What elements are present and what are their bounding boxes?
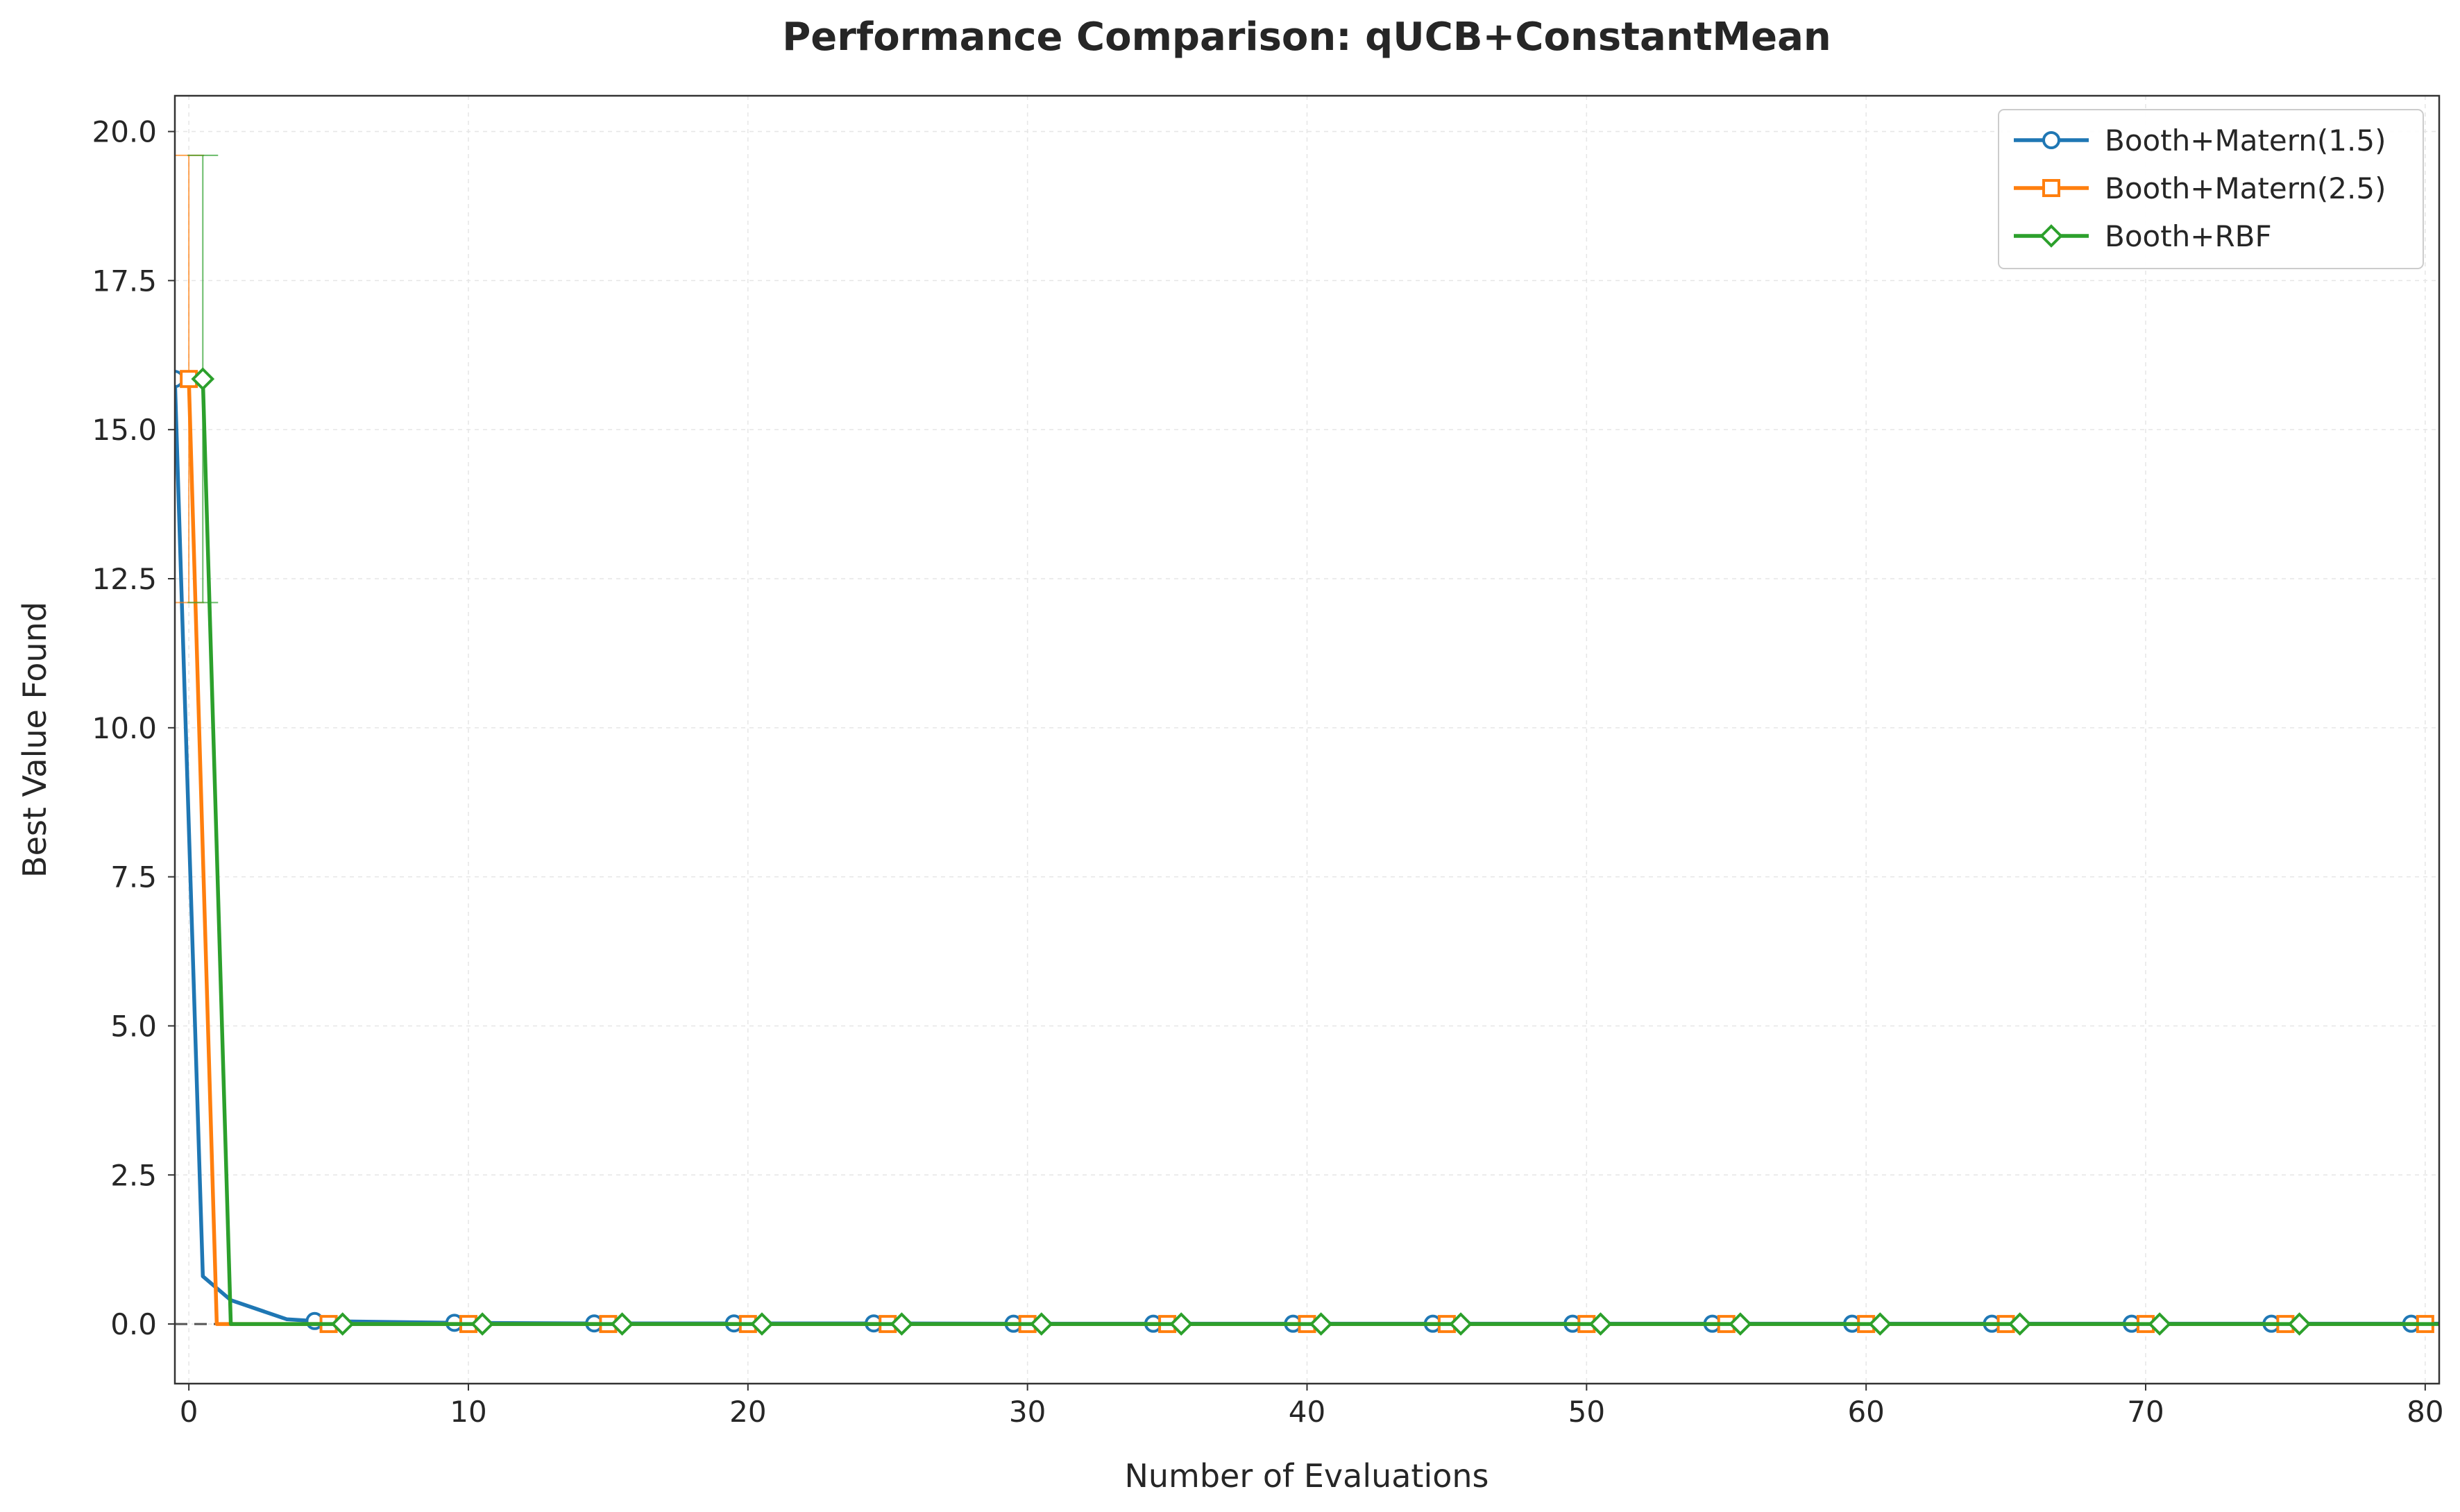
x-axis-label: Number of Evaluations [1124, 1457, 1488, 1495]
data-point-diamond [1588, 1312, 1613, 1336]
data-point-diamond [750, 1312, 774, 1336]
x-tick-label: 0 [180, 1395, 198, 1429]
data-point-diamond [2008, 1312, 2032, 1336]
y-tick-label: 10.0 [92, 711, 157, 745]
data-point-diamond [610, 1312, 634, 1336]
y-tick-label: 0.0 [110, 1307, 157, 1341]
data-point-diamond [470, 1312, 494, 1336]
y-tick-label: 17.5 [92, 264, 157, 298]
legend-marker-diamond [2039, 224, 2063, 248]
y-tick-label: 2.5 [110, 1158, 157, 1192]
legend-marker-square [2042, 179, 2060, 197]
legend-label: Booth+Matern(1.5) [2105, 124, 2386, 158]
legend-item-booth-matern-1-5: Booth+Matern(1.5) [2014, 124, 2386, 158]
x-tick-label: 30 [1009, 1395, 1046, 1429]
legend-box [1998, 109, 2424, 269]
data-point-diamond [330, 1312, 355, 1336]
x-tick-label: 70 [2127, 1395, 2164, 1429]
y-tick-label: 7.5 [110, 860, 157, 894]
data-point-diamond [1309, 1312, 1333, 1336]
data-point-diamond [2148, 1312, 2171, 1336]
y-axis-label: Best Value Found [16, 602, 53, 878]
data-point-diamond [2287, 1312, 2311, 1336]
legend-item-booth-rbf: Booth+RBF [2014, 219, 2272, 253]
y-tick-label: 15.0 [92, 413, 157, 447]
series-booth-rbf [187, 154, 2439, 1336]
data-point-diamond [191, 367, 215, 391]
data-point-diamond [1169, 1312, 1194, 1336]
chart-title: Performance Comparison: qUCB+ConstantMea… [782, 15, 1831, 60]
legend: Booth+Matern(1.5) Booth+Matern(2.5) Booth+… [1998, 109, 2424, 269]
data-point-diamond [1729, 1312, 1752, 1336]
data-point-diamond [1868, 1312, 1892, 1336]
legend-item-booth-matern-2-5: Booth+Matern(2.5) [2014, 171, 2386, 205]
x-tick-label: 60 [1847, 1395, 1884, 1429]
y-tick-label: 5.0 [110, 1009, 157, 1043]
y-tick-label: 20.0 [92, 115, 157, 149]
legend-label: Booth+Matern(2.5) [2105, 171, 2386, 205]
data-point-diamond [1449, 1312, 1473, 1336]
legend-marker-circle [2042, 131, 2060, 149]
x-tick-label: 10 [450, 1395, 486, 1429]
x-axis-ticks: 0 10 20 30 40 50 60 70 80 [180, 1384, 2444, 1429]
x-tick-label: 80 [2407, 1395, 2443, 1429]
x-tick-label: 20 [729, 1395, 766, 1429]
y-axis-ticks: 0.0 2.5 5.0 7.5 10.0 12.5 15.0 17.5 20.0 [92, 115, 175, 1341]
x-tick-label: 40 [1289, 1395, 1325, 1429]
y-tick-label: 12.5 [92, 562, 157, 596]
legend-label: Booth+RBF [2105, 219, 2272, 253]
data-point-diamond [1029, 1312, 1053, 1336]
data-point-diamond [890, 1312, 914, 1336]
series-group [175, 154, 2439, 1336]
x-tick-label: 50 [1568, 1395, 1605, 1429]
series-line [201, 379, 2439, 1326]
